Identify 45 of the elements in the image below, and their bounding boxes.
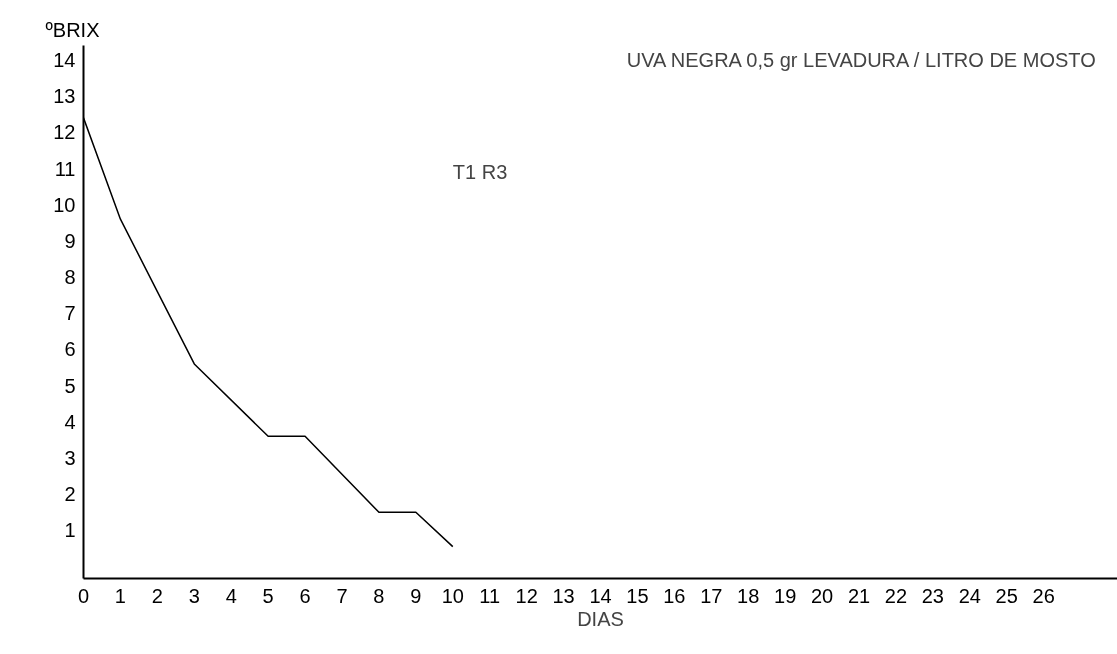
x-tick-label: 19 [774, 584, 797, 607]
x-tick-label: 14 [589, 584, 612, 607]
x-tick-label: 18 [737, 584, 760, 607]
x-tick-label: 15 [626, 584, 649, 607]
x-tick-label: 22 [884, 584, 908, 607]
x-tick-label: 6 [299, 584, 311, 607]
x-tick-label: 12 [515, 584, 538, 607]
chart-title: UVA NEGRA 0,5 gr LEVADURA / LITRO DE MOSTO [626, 48, 1096, 71]
y-tick-label: 12 [53, 121, 76, 144]
y-tick-label: 8 [64, 266, 76, 289]
y-tick-label: 14 [53, 48, 76, 71]
x-tick-label: 8 [373, 584, 385, 607]
x-tick-label: 4 [225, 584, 237, 607]
y-tick-label: 3 [64, 447, 76, 470]
x-tick-label: 17 [700, 584, 723, 607]
y-tick-label: 1 [64, 519, 76, 542]
x-tick-label: 1 [114, 584, 126, 607]
x-axis-title: DIAS [577, 607, 624, 630]
x-tick-label: 16 [663, 584, 686, 607]
x-tick-label: 13 [552, 584, 575, 607]
y-tick-label: 13 [53, 85, 76, 108]
x-tick-label: 23 [921, 584, 944, 607]
y-tick-label: 6 [64, 338, 76, 361]
y-tick-label: 11 [54, 157, 76, 180]
x-tick-label: 0 [77, 584, 90, 607]
x-tick-label: 3 [188, 584, 200, 607]
y-tick-label: 7 [64, 302, 76, 325]
y-tick-label: 4 [64, 410, 76, 433]
y-tick-label: 2 [64, 483, 76, 506]
x-tick-label: 11 [479, 584, 501, 607]
x-tick-label: 10 [441, 584, 464, 607]
x-tick-label: 26 [1032, 584, 1055, 607]
x-tick-label: 24 [958, 584, 981, 607]
x-tick-label: 25 [995, 584, 1018, 607]
x-tick-label: 7 [336, 584, 348, 607]
y-axis-title: ºBRIX [45, 18, 100, 41]
annotation: T1 R3 [452, 161, 508, 184]
x-tick-label: 2 [151, 584, 163, 607]
y-tick-label: 5 [64, 374, 76, 397]
x-tick-label: 9 [410, 584, 422, 607]
x-tick-label: 5 [262, 584, 274, 607]
x-tick-label: 20 [810, 584, 834, 607]
x-tick-label: 21 [847, 584, 871, 607]
y-tick-label: 9 [64, 229, 76, 252]
y-tick-label: 10 [53, 193, 76, 216]
